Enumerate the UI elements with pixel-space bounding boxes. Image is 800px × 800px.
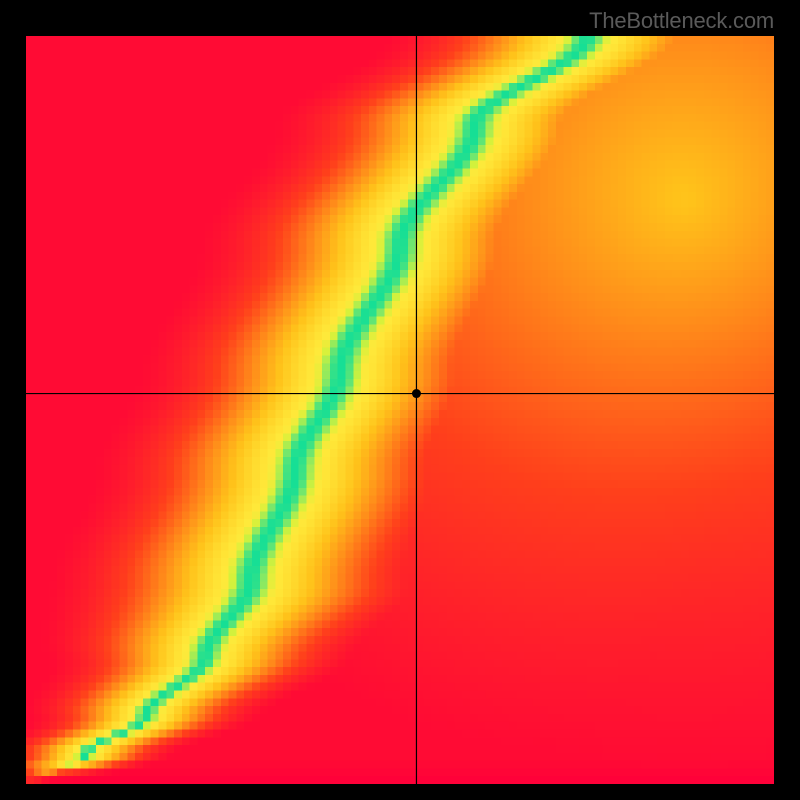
watermark-text: TheBottleneck.com [589,8,774,34]
plot-area [26,36,774,784]
heatmap-canvas [26,36,774,784]
